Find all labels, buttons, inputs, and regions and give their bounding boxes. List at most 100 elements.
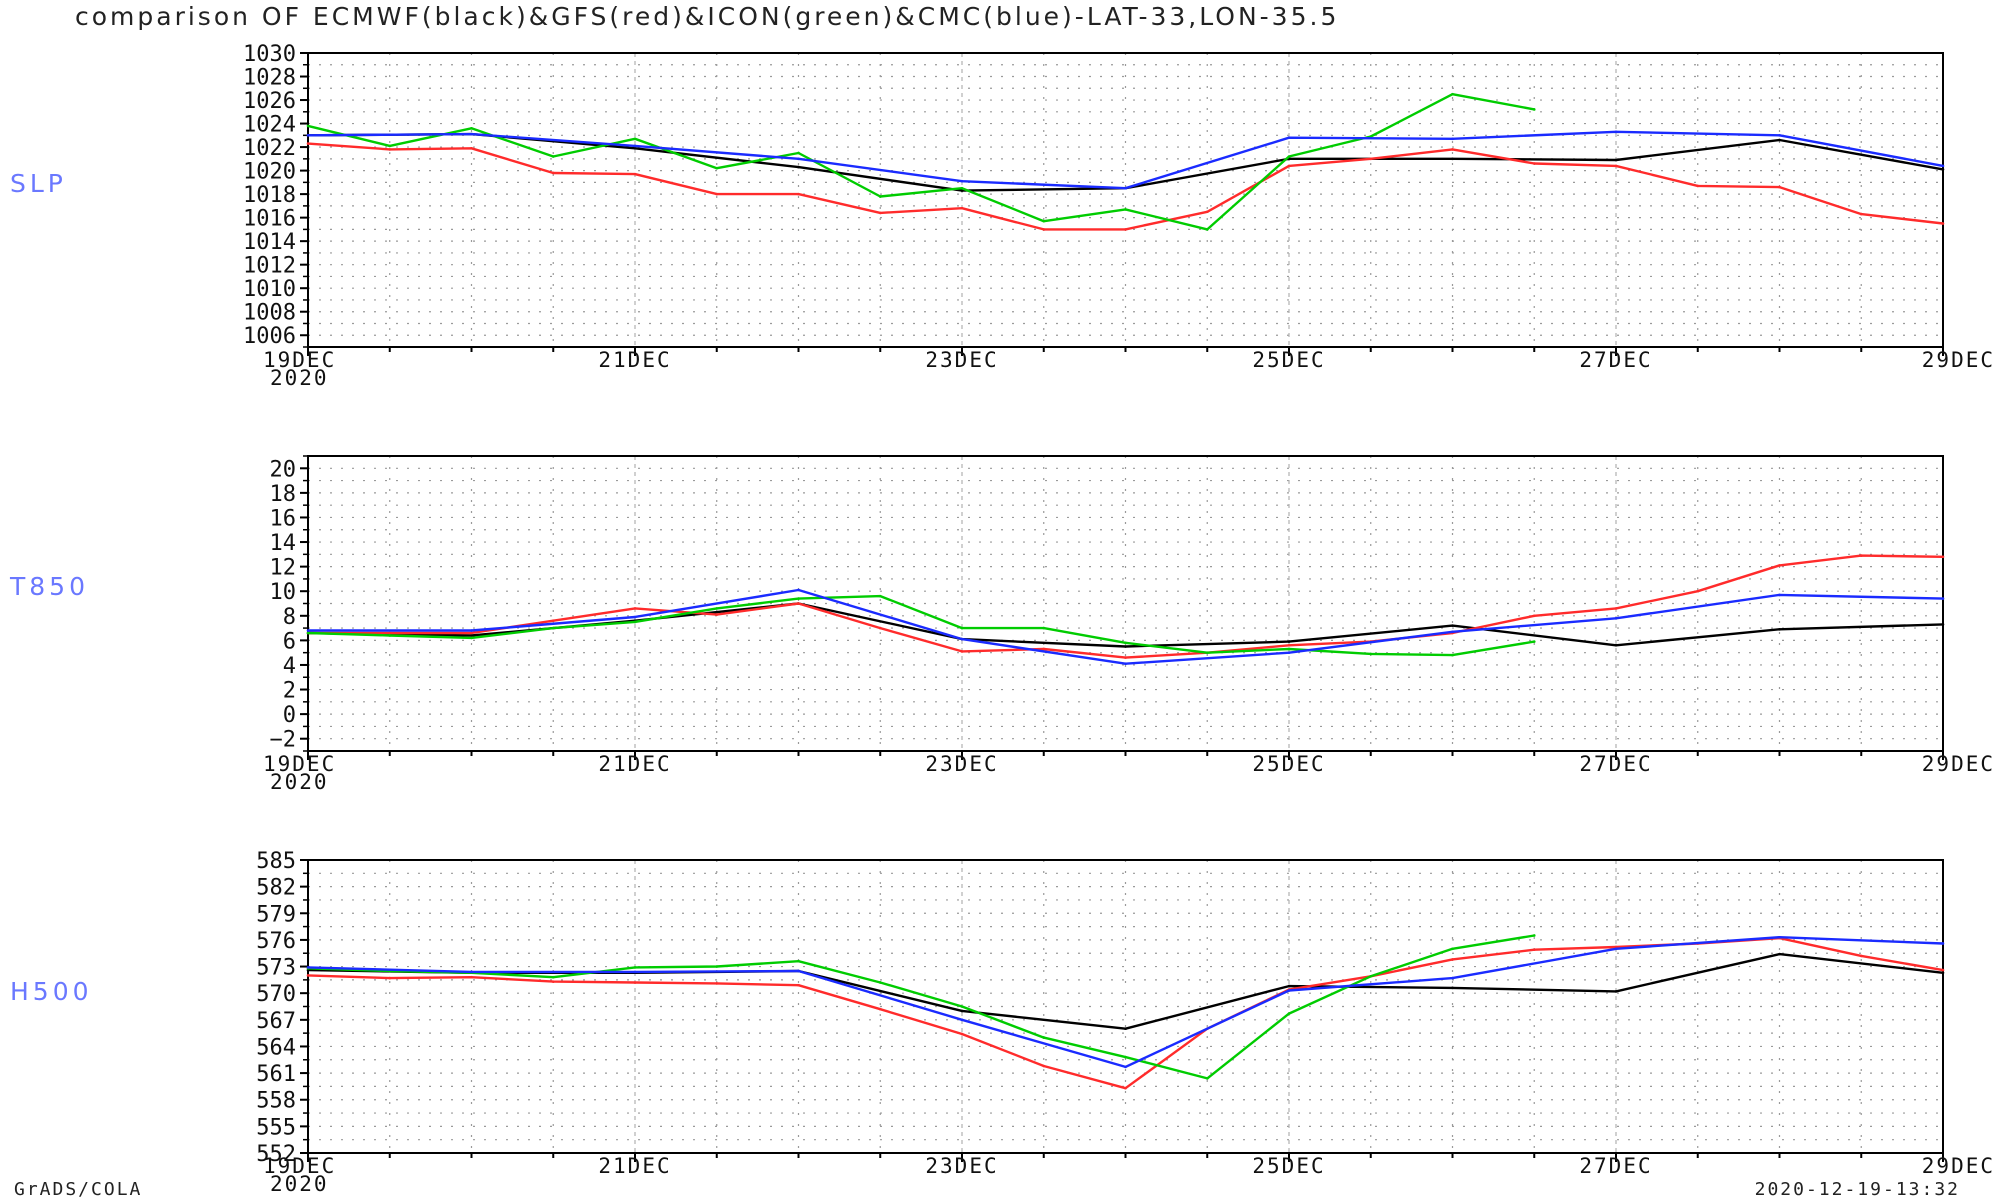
panel-h500: H500 552555558561564567570573576579582585…	[10, 849, 1993, 1196]
data-point-cmc	[1124, 186, 1127, 190]
data-point-gfs	[470, 975, 473, 979]
data-point-gfs	[551, 980, 555, 983]
data-point-cmc	[470, 629, 473, 632]
y-tick-label: 1022	[243, 136, 296, 161]
x-tick-label: 29DEC	[1922, 348, 1995, 372]
data-point-icon	[797, 959, 800, 963]
data-point-icon	[1369, 652, 1373, 656]
data-point-gfs	[1859, 554, 1863, 557]
data-point-gfs	[960, 1032, 964, 1036]
data-point-ecmwf	[1778, 952, 1781, 956]
data-point-gfs	[1859, 954, 1863, 958]
data-point-cmc	[306, 966, 310, 969]
y-tick-label: 1024	[243, 113, 296, 138]
data-point-cmc	[797, 588, 800, 592]
data-point-cmc	[306, 629, 310, 632]
data-point-gfs	[1532, 162, 1536, 165]
data-point-gfs	[1042, 1064, 1046, 1068]
x-tick-label: 27DEC	[1579, 752, 1652, 776]
data-point-gfs	[470, 146, 473, 150]
data-point-cmc	[797, 969, 800, 973]
data-point-gfs	[1287, 643, 1291, 647]
data-point-icon	[878, 594, 882, 598]
data-point-icon	[551, 975, 555, 979]
data-point-gfs	[1532, 948, 1536, 951]
data-point-cmc	[470, 132, 473, 136]
y-tick-label: 1014	[243, 230, 296, 255]
data-point-ecmwf	[1287, 984, 1291, 988]
data-point-gfs	[878, 626, 882, 630]
data-point-gfs	[797, 602, 800, 605]
data-point-gfs	[1941, 968, 1945, 972]
data-point-icon	[1287, 1012, 1291, 1015]
x-tick-label: 21DEC	[598, 1154, 671, 1178]
data-point-gfs	[1778, 564, 1781, 567]
data-point-gfs	[715, 192, 719, 196]
x-tick-label: 23DEC	[925, 752, 998, 776]
data-point-icon	[1287, 647, 1291, 651]
y-tick-label: 14	[270, 531, 297, 556]
data-point-gfs	[1287, 164, 1291, 168]
y-tick-label: 1016	[243, 207, 296, 232]
data-point-ecmwf	[1451, 624, 1454, 627]
y-tick-label: 555	[256, 1115, 296, 1140]
data-point-cmc	[1941, 942, 1945, 945]
data-point-gfs	[306, 974, 310, 977]
data-point-icon	[1532, 934, 1536, 937]
panel-label: SLP	[10, 169, 67, 198]
data-point-cmc	[1124, 662, 1127, 666]
data-point-icon	[1532, 640, 1536, 643]
data-point-cmc	[1451, 976, 1454, 980]
data-point-icon	[306, 631, 310, 635]
panel-label: T850	[9, 572, 89, 601]
data-point-gfs	[878, 211, 882, 215]
data-point-icon	[960, 626, 964, 630]
data-point-ecmwf	[1614, 990, 1618, 993]
data-point-icon	[960, 186, 964, 190]
data-point-ecmwf	[960, 189, 964, 192]
data-point-cmc	[1941, 164, 1945, 168]
x-tick-label: 21DEC	[598, 348, 671, 372]
data-point-icon	[797, 151, 800, 155]
chart-title: comparison OF ECMWF(black)&GFS(red)&ICON…	[75, 2, 1339, 31]
data-point-gfs	[633, 172, 637, 176]
data-point-cmc	[1287, 136, 1291, 139]
data-point-cmc	[1451, 137, 1454, 141]
data-point-icon	[715, 166, 719, 170]
data-point-cmc	[1778, 593, 1781, 597]
data-point-icon	[878, 195, 882, 198]
y-tick-label: 12	[270, 556, 297, 581]
x-tick-label: 25DEC	[1252, 348, 1325, 372]
y-tick-label: −2	[270, 728, 297, 753]
data-point-ecmwf	[1778, 138, 1781, 142]
data-point-icon	[633, 137, 637, 141]
data-point-gfs	[1532, 614, 1536, 618]
x-tick-label: 23DEC	[925, 348, 998, 372]
data-point-gfs	[1369, 157, 1373, 161]
y-tick-label: 1010	[243, 277, 296, 302]
data-point-gfs	[1451, 958, 1454, 961]
y-tick-label: 8	[283, 605, 296, 630]
data-point-gfs	[960, 206, 964, 210]
data-point-gfs	[1042, 228, 1046, 231]
data-point-cmc	[1614, 616, 1618, 620]
data-point-ecmwf	[1451, 986, 1454, 990]
data-point-gfs	[1042, 647, 1046, 651]
x-year-label: 2020	[270, 770, 329, 794]
data-point-gfs	[1451, 148, 1454, 151]
data-point-icon	[1042, 219, 1046, 223]
data-point-gfs	[551, 171, 555, 175]
y-tick-label: 16	[270, 506, 297, 531]
data-point-cmc	[1614, 130, 1618, 134]
data-point-gfs	[388, 148, 392, 151]
chart-panels: SLP1006100810101012101410161018102010221…	[9, 42, 1995, 1196]
data-point-icon	[1205, 651, 1209, 654]
y-tick-label: 1018	[243, 183, 296, 208]
data-point-cmc	[1287, 651, 1291, 654]
data-point-cmc	[306, 134, 310, 137]
panel-label: H500	[10, 977, 93, 1006]
y-tick-label: 573	[256, 956, 296, 981]
data-point-gfs	[551, 619, 555, 623]
